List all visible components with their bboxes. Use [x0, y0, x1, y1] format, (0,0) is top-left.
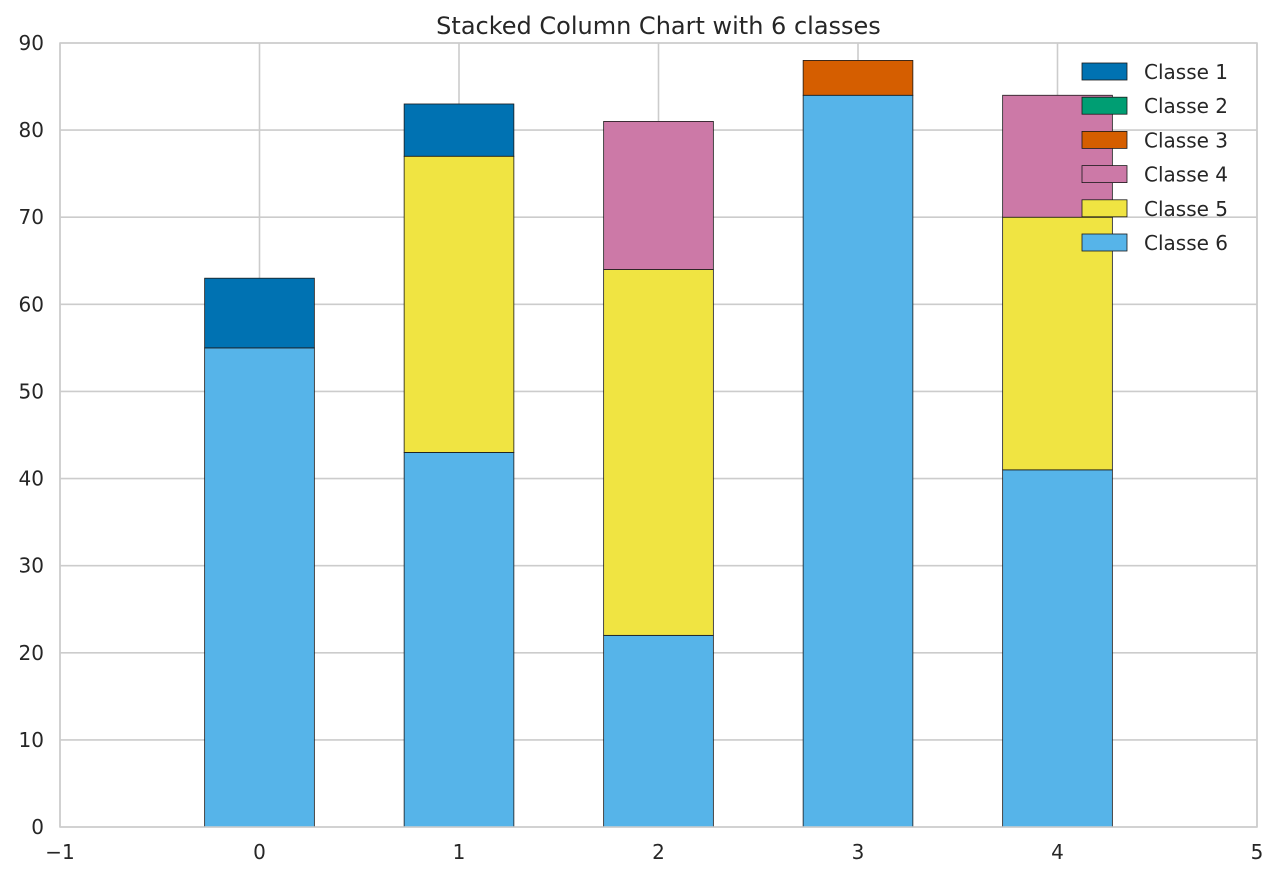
- y-tick-label: 80: [19, 118, 44, 142]
- bar-segment-classe-3-x3: [802, 60, 914, 96]
- bar-segment-classe-5-x4: [1002, 216, 1113, 471]
- x-tick-label: 0: [253, 840, 266, 864]
- legend-label: Classe 5: [1144, 197, 1228, 221]
- y-tick-label: 50: [19, 379, 44, 403]
- y-tick-label: 20: [19, 641, 44, 665]
- bar-segment-classe-6-x2: [603, 634, 714, 828]
- legend-label: Classe 3: [1144, 128, 1228, 152]
- legend-swatch: [1081, 62, 1128, 81]
- bar-segment-classe-1-x0: [204, 277, 315, 349]
- bar-segment-classe-4-x4: [1002, 94, 1113, 218]
- bar-segment-classe-5-x2: [603, 269, 714, 636]
- x-tick-label: 5: [1251, 840, 1264, 864]
- x-tick-label: −1: [45, 840, 74, 864]
- legend-swatch: [1081, 165, 1128, 184]
- y-tick-label: 70: [19, 205, 44, 229]
- legend: Classe 1 Classe 2 Classe 3 Classe 4 Classe 5…: [1081, 60, 1228, 255]
- y-tick-label: 0: [31, 815, 44, 839]
- bar-segment-classe-6-x4: [1002, 469, 1113, 828]
- legend-swatch: [1081, 199, 1128, 218]
- legend-label: Classe 2: [1144, 94, 1228, 118]
- legend-label: Classe 4: [1144, 163, 1228, 187]
- legend-swatch: [1081, 130, 1128, 149]
- y-tick-label: 40: [19, 467, 44, 491]
- x-tick-label: 2: [652, 840, 665, 864]
- x-tick-label: 4: [1051, 840, 1064, 864]
- bar-segment-classe-1-x1: [403, 103, 515, 157]
- y-tick-label: 10: [19, 728, 44, 752]
- bar-segment-classe-6-x3: [802, 94, 914, 828]
- bar-segment-classe-6-x0: [204, 347, 315, 828]
- bar-segment-classe-4-x2: [603, 121, 714, 270]
- legend-label: Classe 1: [1144, 60, 1228, 84]
- bar-segment-classe-5-x1: [403, 155, 515, 453]
- legend-swatch: [1081, 233, 1128, 252]
- y-tick-label: 90: [19, 31, 44, 55]
- y-axis-ticks: 0 10 20 30 40 50 60 70 80 90: [19, 31, 44, 839]
- legend-label: Classe 6: [1144, 231, 1228, 255]
- x-axis-ticks: −1 0 1 2 3 4 5: [45, 840, 1263, 864]
- x-tick-label: 1: [453, 840, 466, 864]
- y-tick-label: 30: [19, 554, 44, 578]
- plot-frame: [59, 42, 1258, 828]
- chart-title: Stacked Column Chart with 6 classes: [436, 12, 881, 40]
- x-tick-label: 3: [852, 840, 865, 864]
- legend-swatch: [1081, 96, 1128, 115]
- bar-segment-classe-6-x1: [403, 452, 515, 828]
- bars: [204, 60, 1113, 828]
- y-tick-label: 60: [19, 292, 44, 316]
